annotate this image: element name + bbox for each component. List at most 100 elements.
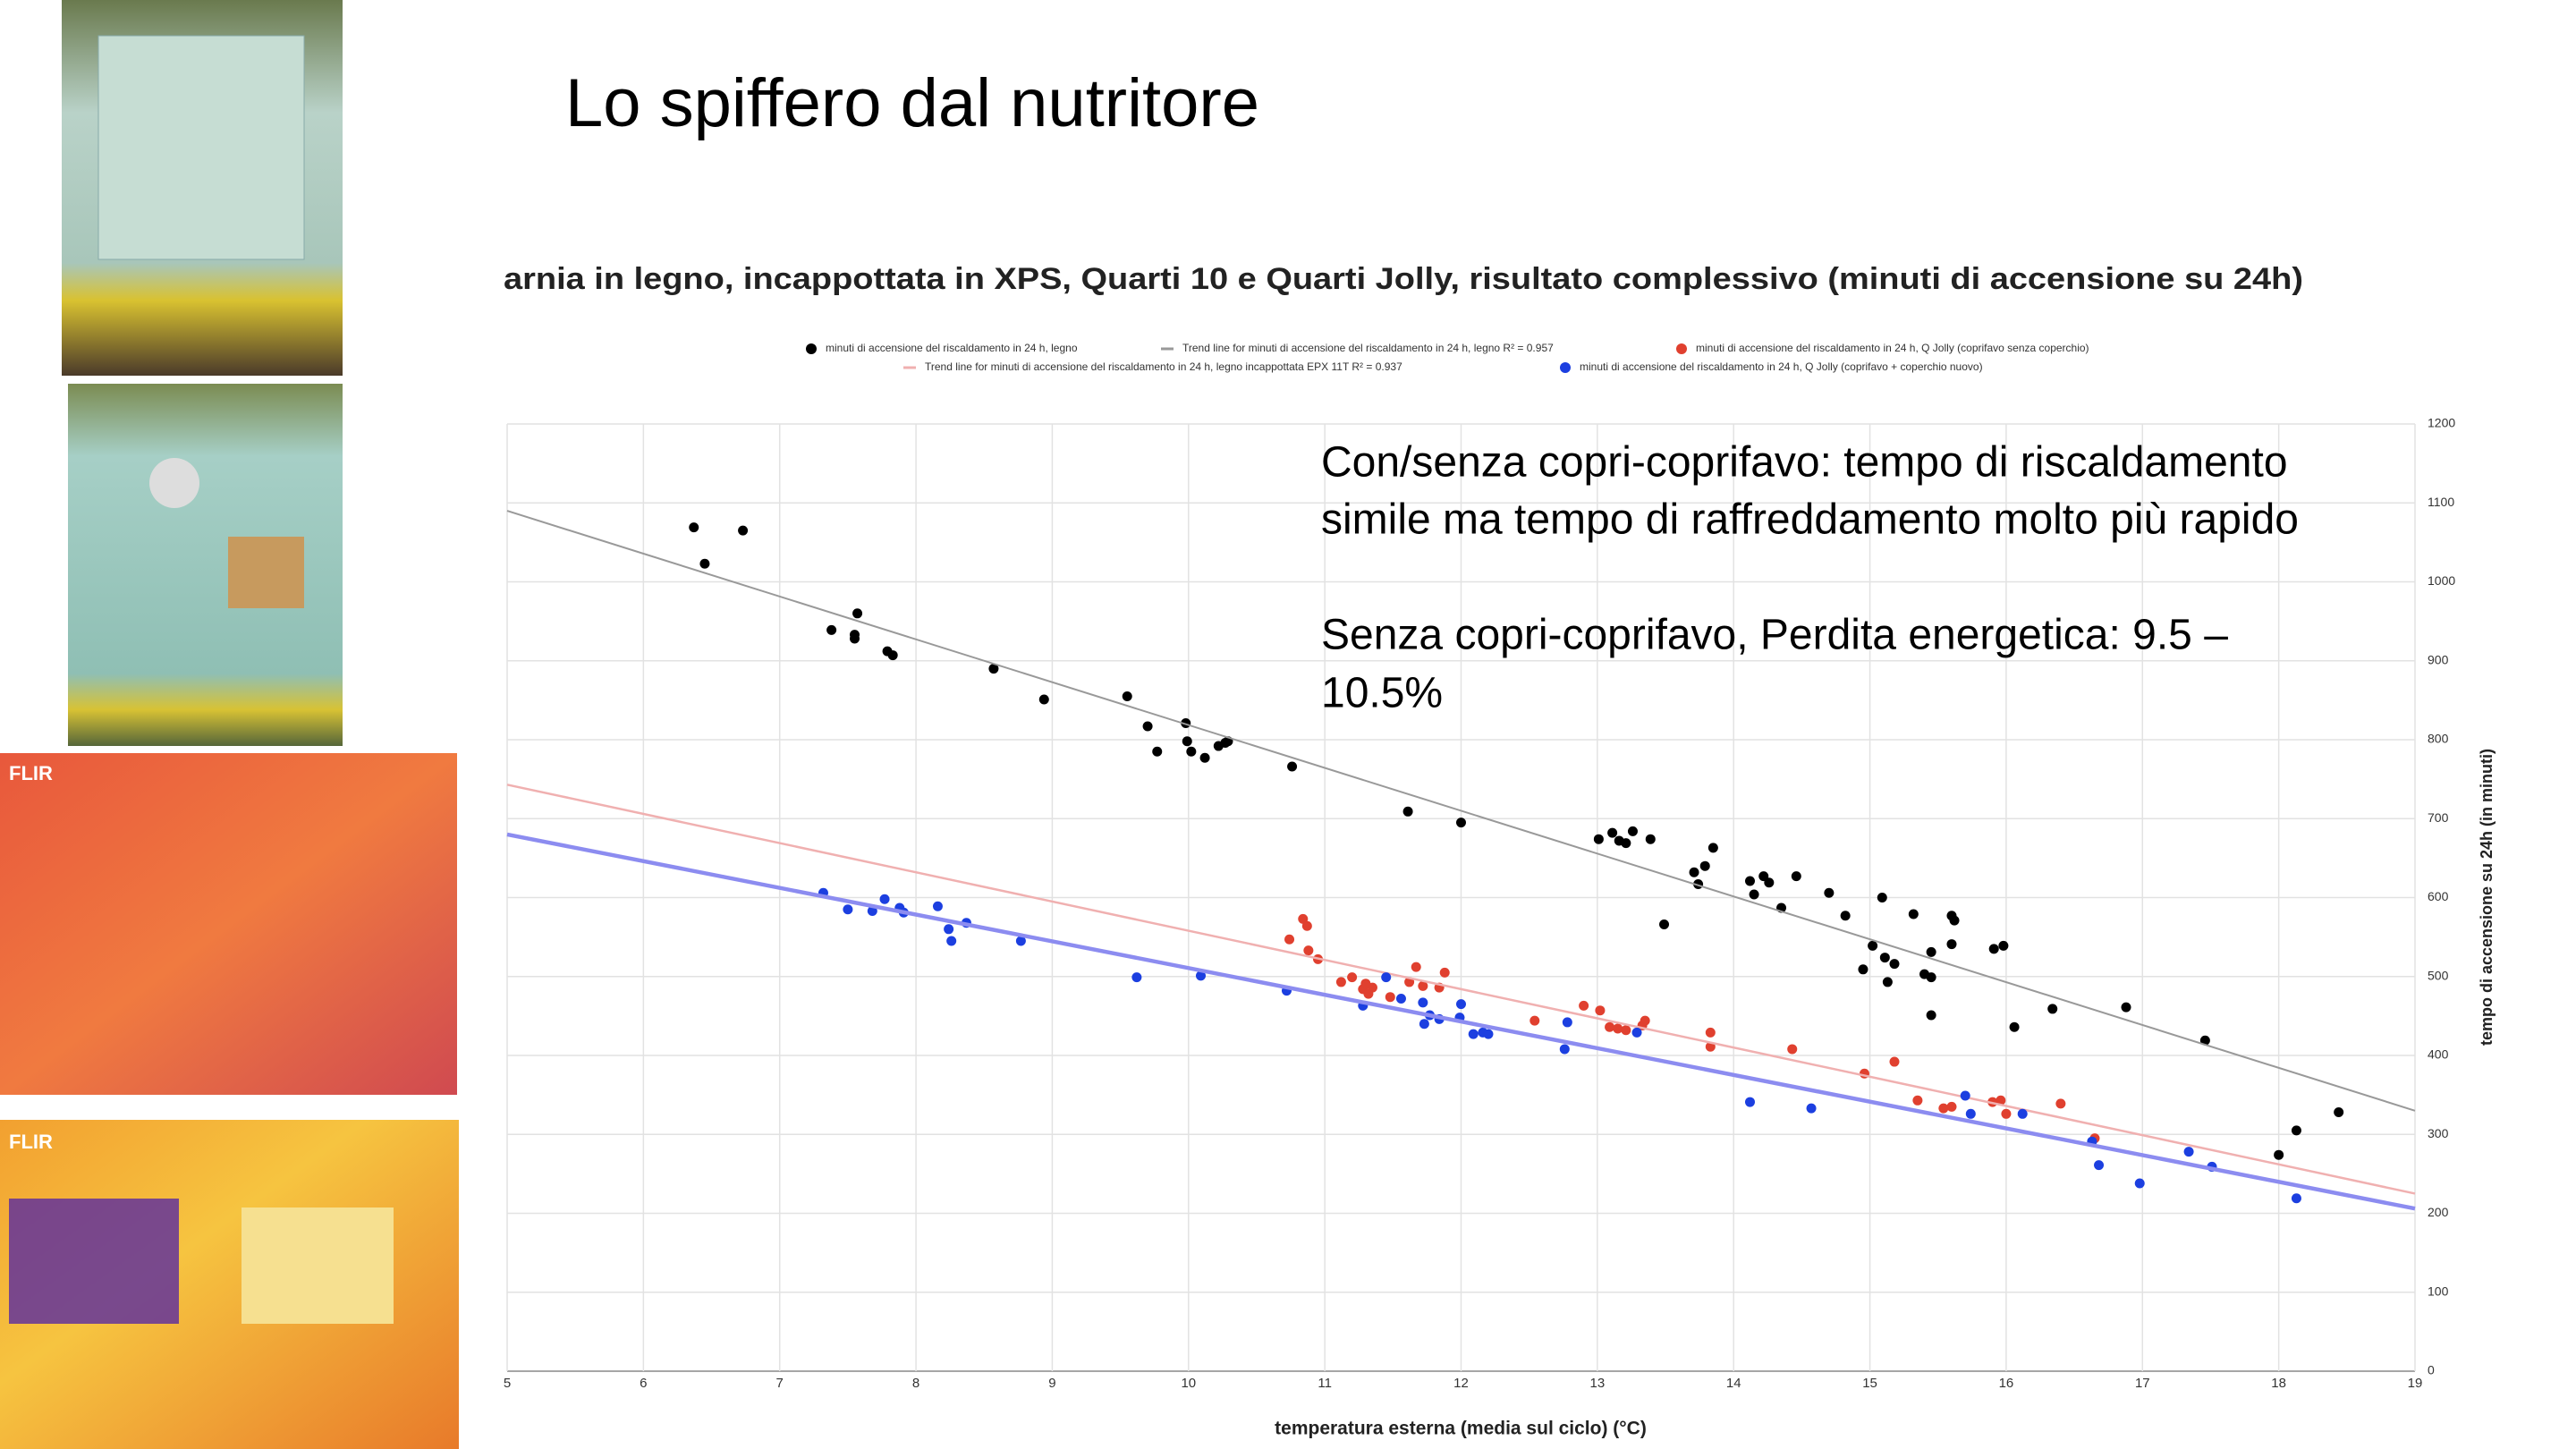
y-tick-label: 200: [2428, 1205, 2449, 1219]
x-tick-label: 14: [1726, 1376, 1741, 1391]
data-point: [1882, 977, 1893, 987]
chart-title: arnia in legno, incappottata in XPS, Qua…: [504, 262, 2303, 296]
x-tick-label: 6: [640, 1376, 647, 1391]
annotation: simile ma tempo di raffreddamento molto …: [1321, 496, 2299, 544]
data-point: [2094, 1160, 2105, 1171]
photo-detail: [97, 35, 305, 260]
data-point: [2183, 1147, 2194, 1157]
data-point: [1996, 1095, 2006, 1106]
data-point: [1699, 860, 1710, 871]
data-point: [1607, 827, 1618, 838]
photo-detail: [228, 537, 304, 608]
data-point: [1402, 806, 1413, 817]
data-point: [1744, 876, 1755, 886]
data-point: [1791, 871, 1801, 882]
data-point: [1889, 1056, 1900, 1067]
data-point: [850, 630, 860, 640]
y-tick-label: 100: [2428, 1284, 2449, 1298]
data-point: [826, 624, 837, 635]
data-point: [2017, 1108, 2028, 1119]
x-tick-label: 7: [776, 1376, 784, 1391]
y-tick-label: 1100: [2428, 495, 2454, 509]
data-point: [1347, 972, 1358, 983]
data-point: [1287, 761, 1298, 772]
data-point: [1965, 1108, 1976, 1119]
data-point: [1908, 909, 1919, 919]
data-point: [1381, 972, 1392, 983]
annotation: Con/senza copri-coprifavo: tempo di risc…: [1321, 439, 2288, 487]
x-tick-label: 17: [2135, 1376, 2150, 1391]
y-tick-label: 1000: [2428, 573, 2455, 588]
data-point: [1764, 877, 1775, 888]
data-point: [1419, 1019, 1429, 1030]
data-point: [1749, 889, 1759, 900]
legend-label: minuti di accensione del riscaldamento i…: [826, 342, 1078, 354]
data-point: [1301, 920, 1312, 931]
data-point: [1395, 993, 1406, 1004]
legend-label: Trend line for minuti di accensione del …: [1182, 342, 1554, 354]
data-point: [1418, 980, 1428, 991]
data-point: [1152, 746, 1163, 757]
data-point: [1411, 962, 1421, 972]
data-point: [1613, 1023, 1623, 1034]
data-point: [1988, 944, 1999, 954]
data-point: [852, 608, 863, 619]
thermal-detail: [242, 1208, 394, 1324]
data-point: [1705, 1041, 1716, 1052]
image-label: FLIR: [9, 762, 53, 784]
x-axis-label: temperatura esterna (media sul ciclo) (°…: [1275, 1419, 1647, 1439]
legend-label: Trend line for minuti di accensione del …: [925, 360, 1402, 373]
x-tick-label: 8: [912, 1376, 919, 1391]
y-tick-label: 300: [2428, 1126, 2449, 1140]
data-point: [932, 901, 943, 911]
y-tick-label: 600: [2428, 889, 2449, 903]
x-tick-label: 15: [1862, 1376, 1877, 1391]
data-point: [1949, 915, 1960, 926]
data-point: [2121, 1002, 2131, 1013]
trend-line: [506, 510, 2416, 1112]
data-point: [1456, 999, 1466, 1010]
y-tick-label: 800: [2428, 732, 2449, 746]
legend-swatch: [1560, 362, 1571, 373]
data-point: [1335, 977, 1346, 987]
data-point: [1195, 970, 1206, 981]
y-tick-label: 900: [2428, 652, 2449, 666]
x-tick-label: 18: [2271, 1376, 2286, 1391]
y-tick-label: 400: [2428, 1047, 2449, 1062]
data-point: [1627, 826, 1638, 836]
data-point: [2291, 1125, 2301, 1136]
data-point: [887, 650, 898, 661]
data-point: [689, 522, 699, 533]
legend-label: minuti di accensione del riscaldamento i…: [1696, 342, 2089, 354]
data-point: [2334, 1107, 2344, 1118]
x-tick-label: 13: [1590, 1376, 1606, 1391]
x-tick-label: 19: [2408, 1376, 2423, 1391]
y-tick-label: 1200: [2428, 416, 2455, 430]
data-point: [1122, 691, 1132, 701]
data-point: [1579, 1000, 1589, 1011]
data-point: [1186, 746, 1197, 757]
data-point: [1998, 940, 2009, 951]
thermal-detail: [9, 1199, 179, 1324]
data-point: [2009, 1021, 2020, 1032]
x-tick-label: 11: [1318, 1376, 1332, 1391]
data-point: [1787, 1044, 1798, 1055]
data-point: [843, 904, 853, 915]
data-point: [1483, 1029, 1494, 1039]
data-point: [1926, 1010, 1936, 1021]
data-point: [2274, 1149, 2284, 1160]
x-tick-label: 16: [1999, 1376, 2014, 1391]
data-point: [1689, 867, 1699, 877]
x-tick-label: 9: [1048, 1376, 1055, 1391]
data-point: [1645, 834, 1656, 844]
data-point: [1744, 1097, 1755, 1107]
data-point: [2134, 1178, 2145, 1189]
data-point: [1298, 913, 1309, 924]
data-point: [1621, 1025, 1631, 1036]
data-point: [1938, 1103, 1949, 1114]
data-point: [1530, 1015, 1540, 1026]
data-point: [1824, 887, 1835, 898]
data-point: [1367, 982, 1377, 993]
slide-title: Lo spiffero dal nutritore: [565, 65, 1259, 141]
